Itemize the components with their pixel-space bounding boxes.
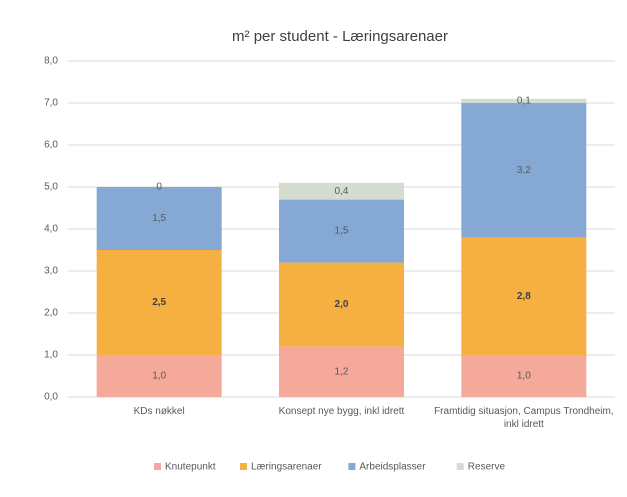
data-label: 1,5 bbox=[335, 226, 349, 237]
y-tick-label: 3,0 bbox=[44, 266, 58, 277]
bar-segment bbox=[279, 262, 404, 347]
data-label: 1,0 bbox=[517, 371, 531, 382]
bar-segment bbox=[279, 199, 404, 263]
bar-segment bbox=[96, 187, 222, 250]
legend-swatch bbox=[240, 463, 247, 470]
bar-segment bbox=[279, 182, 404, 200]
bar-segment bbox=[461, 237, 587, 355]
data-label: 2,8 bbox=[517, 291, 531, 302]
bar-segment bbox=[461, 355, 587, 397]
legend-label: Læringsarenaer bbox=[251, 462, 322, 473]
data-label: 1,2 bbox=[335, 366, 349, 377]
data-label: 3,2 bbox=[517, 165, 531, 176]
legend-swatch bbox=[154, 463, 161, 470]
bar-segment bbox=[279, 346, 404, 397]
x-tick-label: Framtidig situasjon, Campus Trondheim, i… bbox=[434, 406, 614, 430]
y-tick-label: 2,0 bbox=[44, 308, 58, 319]
y-tick-label: 6,0 bbox=[44, 140, 58, 151]
x-tick-label: Konsept nye bygg, inkl idrett bbox=[278, 406, 405, 417]
chart-title: m² per student - Læringsarenaer bbox=[232, 28, 448, 45]
data-label: 1,0 bbox=[152, 371, 166, 382]
data-label: 0,4 bbox=[335, 186, 349, 197]
data-label: 0 bbox=[156, 182, 162, 193]
legend-label: Knutepunkt bbox=[165, 462, 216, 473]
legend-label: Reserve bbox=[468, 462, 506, 473]
legend-label: Arbeidsplasser bbox=[359, 462, 426, 473]
legend-swatch bbox=[456, 463, 464, 470]
data-label: 0,1 bbox=[517, 96, 531, 107]
y-tick-label: 5,0 bbox=[44, 182, 58, 193]
data-label: 1,5 bbox=[152, 213, 166, 224]
bar-segment bbox=[96, 250, 222, 355]
data-label: 2,5 bbox=[152, 297, 166, 308]
y-tick-label: 0,0 bbox=[44, 392, 58, 403]
y-tick-label: 7,0 bbox=[44, 98, 58, 109]
y-tick-label: 1,0 bbox=[44, 350, 58, 361]
y-tick-label: 8,0 bbox=[44, 56, 58, 67]
x-tick-label: KDs nøkkel bbox=[133, 406, 185, 417]
legend-swatch bbox=[348, 463, 356, 470]
bar-segment bbox=[461, 103, 587, 238]
bar-segment bbox=[461, 98, 587, 103]
bar-segment bbox=[96, 355, 222, 397]
y-tick-label: 4,0 bbox=[44, 224, 58, 235]
data-label: 2,0 bbox=[335, 299, 349, 310]
